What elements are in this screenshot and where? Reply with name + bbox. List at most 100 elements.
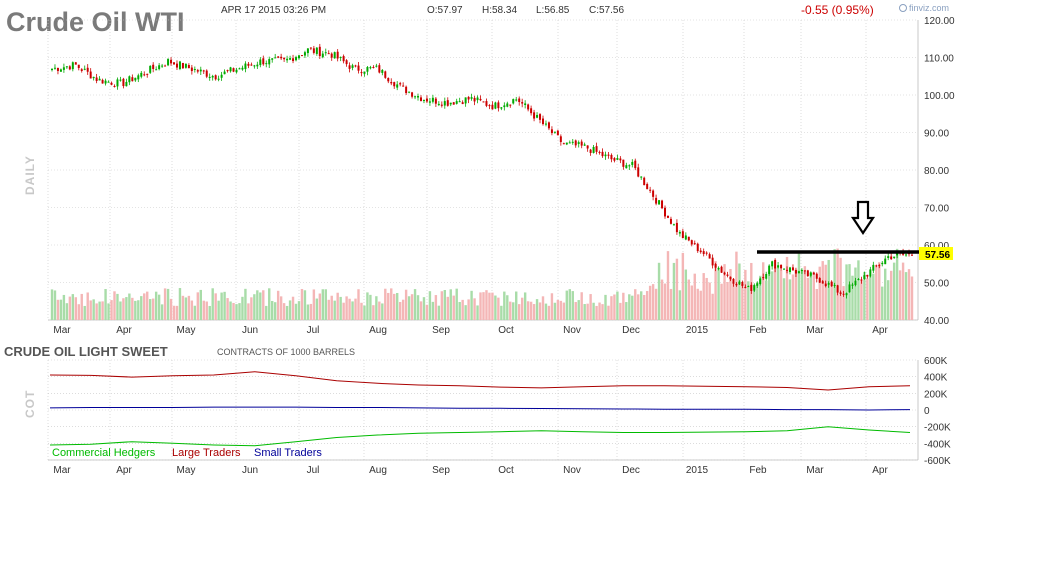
cot-x-tick: Apr: [116, 465, 132, 476]
volume-bar: [149, 299, 152, 320]
volume-bar: [571, 291, 574, 320]
volume-bar: [753, 284, 756, 320]
volume-bar: [268, 288, 271, 320]
candle-body: [833, 284, 836, 286]
candle-body: [765, 274, 768, 279]
volume-bar: [318, 293, 322, 320]
volume-bar: [226, 298, 229, 320]
volume-bar: [726, 281, 729, 320]
volume-bar: [443, 289, 447, 320]
volume-bar: [437, 305, 441, 320]
down-arrow-icon: [850, 200, 876, 235]
candle-body: [485, 101, 488, 106]
volume-bar: [80, 293, 83, 320]
volume-bar: [59, 299, 63, 320]
volume-bar: [583, 304, 586, 320]
candle-body: [649, 189, 652, 191]
volume-bar: [250, 297, 253, 320]
price-x-tick: 2015: [686, 325, 709, 336]
volume-bar: [107, 303, 110, 320]
volume-bar: [642, 295, 646, 320]
volume-bar: [333, 300, 336, 320]
volume-bar: [276, 290, 280, 320]
candle-body: [521, 102, 524, 104]
candle-body: [175, 63, 178, 68]
volume-bar: [431, 301, 435, 320]
candle-body: [312, 48, 315, 53]
candle-body: [744, 286, 747, 288]
close-value: C:57.56: [589, 5, 624, 16]
candle-body: [286, 58, 289, 61]
volume-bar: [327, 299, 330, 320]
volume-bar: [532, 304, 536, 320]
volume-bar: [256, 290, 259, 320]
volume-bar: [143, 293, 146, 320]
candle-body: [634, 160, 637, 169]
volume-bar: [767, 271, 771, 320]
volume-bar: [104, 289, 107, 320]
volume-bar: [491, 292, 494, 320]
volume-bar: [565, 290, 569, 320]
candle-body: [598, 151, 601, 153]
cot-lines: [49, 371, 911, 447]
candle-body: [658, 200, 661, 205]
volume-bar: [657, 262, 661, 320]
candle-body: [434, 98, 437, 104]
cot-x-tick: Jul: [307, 465, 320, 476]
volume-bar: [892, 262, 896, 320]
candle-body: [428, 101, 431, 103]
volume-bar: [223, 291, 226, 320]
candle-body: [396, 84, 399, 88]
volume-bar: [244, 288, 247, 320]
volume-bar: [101, 301, 104, 320]
volume-bar: [279, 296, 283, 320]
volume-bar: [515, 291, 518, 320]
legend-commercial: Commercial Hedgers: [52, 447, 156, 459]
finviz-logo[interactable]: finviz.com: [899, 3, 950, 13]
candle-body: [783, 268, 786, 270]
candle-body: [464, 97, 467, 104]
volume-bar: [395, 292, 399, 320]
candle-body: [830, 281, 833, 287]
volume-bar: [157, 294, 161, 320]
volume-bar: [479, 292, 482, 320]
volume-bar: [65, 303, 69, 320]
candle-body: [791, 267, 794, 271]
volume-bar: [282, 303, 286, 320]
volume-bar: [509, 301, 512, 320]
candle-body: [562, 143, 565, 145]
candle-body: [178, 61, 181, 69]
cot-legend: Commercial Hedgers Large Traders Small T…: [52, 447, 322, 459]
volume-bar: [907, 269, 911, 320]
last-price-tag: [919, 247, 953, 260]
candle-body: [750, 284, 753, 291]
volume-bar: [910, 276, 914, 320]
price-panel: 120.00 110.00 100.00 90.00 80.00 70.00 60.00 50…: [47, 16, 955, 336]
volume-bar: [616, 291, 619, 320]
volume-bar: [146, 291, 149, 320]
volume-bar: [410, 294, 414, 320]
volume-bar: [378, 301, 381, 320]
candle-body: [735, 283, 738, 286]
candle-body: [116, 79, 119, 87]
volume-bar: [520, 297, 524, 320]
volume-bar: [878, 262, 881, 320]
candle-body: [452, 102, 455, 105]
candle-body: [586, 145, 589, 149]
volume-bar: [610, 296, 613, 320]
candle-body: [705, 252, 708, 254]
candle-body: [146, 73, 149, 75]
candle-body: [836, 285, 839, 293]
cot-x-axis: Mar Apr May Jun Jul Aug Sep Oct Nov Dec 2015 Feb Mar…: [53, 465, 888, 476]
volume-bar: [681, 252, 685, 320]
volume-bar: [631, 295, 634, 320]
candle-body: [786, 269, 789, 271]
volume-bar: [345, 296, 348, 320]
candle-body: [59, 69, 62, 72]
candle-body: [613, 158, 616, 161]
candle-body: [500, 107, 503, 109]
candle-body: [399, 83, 402, 85]
volume-bar: [875, 266, 878, 320]
candle-body: [881, 262, 884, 265]
candle-body: [125, 81, 128, 87]
